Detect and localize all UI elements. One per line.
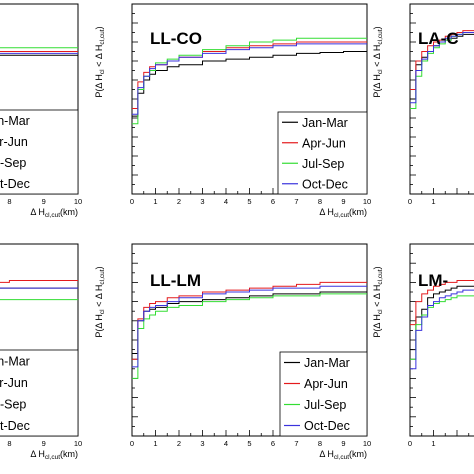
legend-box	[0, 349, 79, 437]
x-tick-label: 8	[318, 439, 322, 448]
x-tick-label: 4	[224, 439, 228, 448]
x-axis-label: Δ Hcl,cut(km)	[319, 449, 367, 461]
x-tick-label: 8	[7, 439, 11, 448]
panel-title: LA-C	[418, 29, 459, 48]
series-line-oct-dec	[410, 32, 474, 104]
legend-label: Jul-Sep	[0, 156, 26, 170]
x-tick-label: 2	[177, 197, 181, 206]
chart-panel-5: 0 1 2 3 4 5 6 7 8 9 10 LL-LM P(Δ Hcl < Δ Hcl,cut) Δ H…	[94, 243, 371, 461]
legend-label: Jul-Sep	[302, 157, 344, 171]
x-tick-label: 10	[363, 197, 371, 206]
legend-label: Oct-Dec	[304, 419, 350, 433]
series-line-jul-sep	[132, 293, 367, 379]
x-tick-label: 8	[7, 197, 11, 206]
legend-label: Apr-Jun	[0, 376, 28, 390]
legend: Jan-Mar Apr-Jun Jul-Sep Oct-Dec	[279, 351, 368, 437]
chart-panel-2: 0 1 2 3 4 5 6 7 8 9 10 LL-CO P(Δ Hcl < Δ Hcl,cut) Δ H…	[94, 3, 371, 219]
x-tick-label: 1	[153, 439, 157, 448]
series-line-oct-dec	[410, 289, 474, 370]
legend-label: Oct-Dec	[0, 177, 30, 191]
panel-title: LL-LM	[150, 271, 201, 290]
series-line-oct-dec	[132, 285, 367, 368]
x-tick-label: 4	[224, 197, 228, 206]
x-axis-label: Δ Hcl,cut(km)	[30, 207, 78, 219]
legend-label: Jan-Mar	[0, 114, 30, 128]
x-tick-label: 0	[408, 439, 412, 448]
x-tick-label: 8	[318, 197, 322, 206]
x-tick-label: 6	[271, 439, 275, 448]
panel-title: LM-	[418, 271, 448, 290]
panel-title: LL-CO	[150, 29, 202, 48]
plot-frame	[0, 243, 79, 437]
legend-box	[279, 351, 368, 437]
series-line-jan-mar	[132, 51, 367, 117]
legend-label: Jan-Mar	[0, 354, 30, 368]
series-line-jul-sep	[410, 295, 474, 360]
chart-panel-6: 0 1 LM- P(Δ Hcl < Δ Hcl,cut)	[372, 243, 474, 448]
x-tick-label: 2	[177, 439, 181, 448]
plot-frame	[0, 3, 79, 195]
series-line-jul-sep	[132, 37, 367, 125]
x-tick-label: 0	[130, 197, 134, 206]
x-tick-label: 3	[200, 197, 204, 206]
x-tick-label: 9	[42, 197, 46, 206]
legend-label: Apr-Jun	[304, 377, 348, 391]
x-tick-label: 3	[200, 439, 204, 448]
x-tick-label: 10	[363, 439, 371, 448]
legend-box	[277, 111, 368, 195]
series-line-apr-jun	[410, 279, 474, 326]
legend-box	[0, 109, 79, 195]
series-line-apr-jun	[0, 279, 78, 283]
legend-label: Jul-Sep	[0, 397, 26, 411]
x-tick-label: 1	[431, 197, 435, 206]
x-tick-label: 5	[247, 439, 251, 448]
legend-label: Jan-Mar	[302, 116, 348, 130]
x-tick-label: 5	[247, 197, 251, 206]
x-tick-label: 6	[271, 197, 275, 206]
series-line-oct-dec	[132, 43, 367, 115]
y-axis-label: P(Δ Hcl < Δ Hcl,cut)	[372, 26, 384, 97]
legend: Jan-Mar Apr-Jun Jul-Sep Oct-Dec	[0, 349, 79, 437]
legend-label: Apr-Jun	[302, 136, 346, 150]
x-tick-label: 1	[431, 439, 435, 448]
x-tick-label: 9	[42, 439, 46, 448]
chart-panel-4: 78910Δ Hcl,cut(km)Jan-MarApr-JunJul-SepO…	[0, 243, 82, 461]
legend-label: Apr-Jun	[0, 135, 28, 149]
x-tick-label: 7	[294, 439, 298, 448]
x-tick-label: 9	[341, 439, 345, 448]
x-tick-label: 9	[341, 197, 345, 206]
y-axis-label: P(Δ Hcl < Δ Hcl,cut)	[94, 266, 106, 337]
x-tick-label: 7	[294, 197, 298, 206]
legend-label: Jul-Sep	[304, 398, 346, 412]
x-tick-label: 10	[74, 439, 82, 448]
y-axis-label: P(Δ Hcl < Δ Hcl,cut)	[94, 26, 106, 97]
legend: Jan-Mar Apr-Jun Jul-Sep Oct-Dec	[277, 111, 368, 195]
legend-label: Oct-Dec	[0, 419, 30, 433]
chart-panel-3: 0 1 LA-C P(Δ Hcl < Δ Hcl,cut)	[372, 3, 474, 206]
x-tick-label: 1	[153, 197, 157, 206]
chart-panel-1: 78910Δ Hcl,cut(km)Jan-MarApr-JunJul-SepO…	[0, 3, 82, 219]
x-axis-label: Δ Hcl,cut(km)	[30, 449, 78, 461]
legend-label: Jan-Mar	[304, 356, 350, 370]
x-axis-label: Δ Hcl,cut(km)	[319, 207, 367, 219]
x-tick-label: 0	[130, 439, 134, 448]
x-tick-label: 0	[408, 197, 412, 206]
x-tick-label: 10	[74, 197, 82, 206]
legend: Jan-Mar Apr-Jun Jul-Sep Oct-Dec	[0, 109, 79, 195]
legend-label: Oct-Dec	[302, 177, 348, 191]
y-axis-label: P(Δ Hcl < Δ Hcl,cut)	[372, 266, 384, 337]
